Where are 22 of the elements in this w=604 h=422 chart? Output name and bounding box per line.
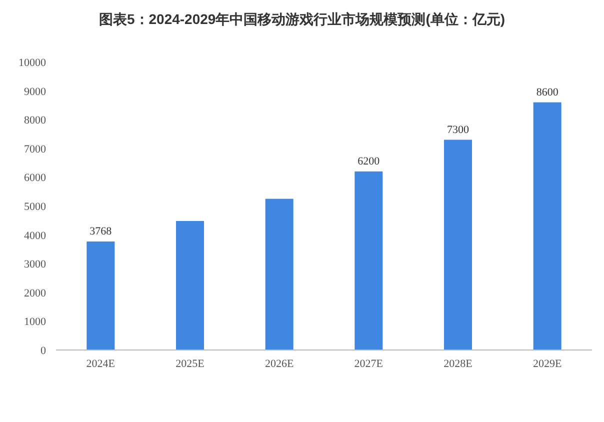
y-tick-label: 6000: [24, 172, 46, 184]
x-tick-label: 2027E: [354, 358, 384, 370]
x-tick-label: 2029E: [532, 358, 562, 370]
y-tick-label: 4000: [24, 230, 46, 242]
x-tick-label: 2024E: [86, 358, 116, 370]
y-tick-label: 1000: [24, 316, 46, 328]
x-tick-label: 2026E: [264, 358, 294, 370]
y-tick-label: 5000: [24, 201, 46, 213]
chart-title: 图表5：2024-2029年中国移动游戏行业市场规模预测(单位：亿元): [98, 11, 506, 27]
data-label: 7300: [447, 124, 470, 136]
data-label: 8600: [536, 86, 559, 98]
y-tick-label: 3000: [24, 258, 46, 271]
x-tick-label: 2025E: [176, 358, 205, 370]
y-tick-label: 7000: [24, 143, 46, 156]
y-tick-label: 0: [40, 345, 46, 357]
y-tick-label: 8000: [24, 114, 46, 127]
y-tick-label: 9000: [24, 86, 46, 98]
data-label: 3768: [90, 225, 112, 238]
y-tick-label: 2000: [24, 287, 46, 300]
x-tick-label: 2028E: [444, 358, 473, 370]
y-tick-label: 10000: [18, 57, 46, 69]
data-label: 6200: [358, 155, 380, 168]
